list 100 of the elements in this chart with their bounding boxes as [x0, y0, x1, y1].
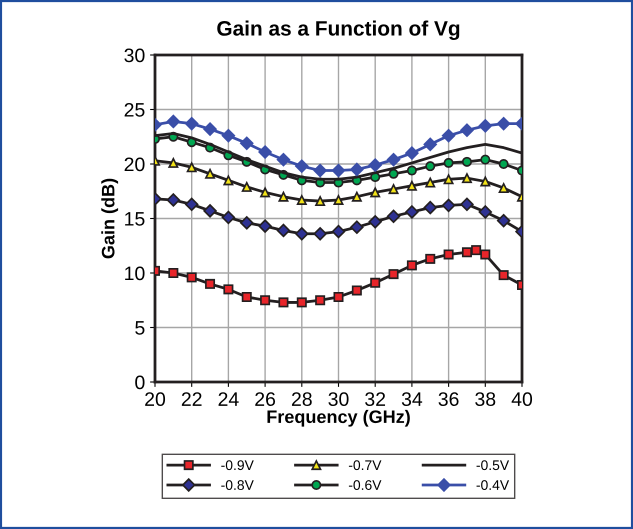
point — [334, 194, 344, 205]
point — [223, 284, 234, 294]
x-tick-label: 38 — [475, 392, 496, 406]
point — [405, 146, 419, 160]
point — [278, 192, 288, 202]
point — [240, 136, 254, 150]
y-tick-label: 30 — [124, 48, 145, 62]
x-tick-label: 24 — [218, 392, 239, 406]
point — [406, 260, 417, 270]
point — [258, 219, 272, 233]
chart-title: Gain as a Function of Vg — [217, 20, 460, 40]
point — [205, 278, 216, 289]
point — [462, 156, 472, 167]
point — [368, 215, 382, 228]
point — [442, 198, 456, 212]
point — [295, 227, 309, 240]
point — [296, 194, 307, 205]
legend-label: -0.8V — [221, 480, 254, 490]
x-tick-label: 40 — [512, 392, 532, 406]
point — [203, 204, 217, 218]
y-axis-title: Gain (dB) — [101, 178, 118, 258]
point — [444, 158, 454, 168]
x-tick-label: 34 — [402, 392, 422, 406]
legend-label: -0.5V — [476, 460, 510, 470]
point — [480, 176, 490, 186]
point — [496, 214, 510, 228]
point — [315, 295, 326, 306]
point — [444, 249, 454, 260]
point — [370, 187, 380, 198]
point — [258, 145, 272, 159]
point — [460, 198, 474, 212]
point — [184, 198, 198, 212]
point — [222, 128, 236, 142]
point — [334, 292, 344, 302]
point — [313, 164, 327, 178]
legend-label: -0.6V — [348, 480, 382, 490]
point — [386, 152, 400, 166]
point — [168, 158, 178, 168]
point — [424, 138, 437, 152]
point — [242, 182, 252, 192]
point — [386, 210, 400, 224]
x-tick-label: 32 — [365, 392, 386, 406]
point — [278, 297, 288, 308]
point — [166, 114, 180, 128]
point — [471, 245, 482, 256]
x-tick-label: 30 — [328, 392, 349, 406]
point — [405, 205, 419, 219]
point — [352, 285, 362, 296]
y-tick-label: 25 — [124, 102, 144, 117]
point — [368, 158, 382, 172]
point — [478, 119, 492, 133]
point — [260, 187, 270, 198]
point — [498, 270, 509, 280]
point — [313, 227, 327, 240]
point — [350, 220, 364, 234]
x-tick-label: 28 — [292, 392, 312, 406]
point — [296, 297, 307, 308]
point — [332, 224, 346, 238]
point — [478, 205, 492, 219]
y-tick-label: 10 — [125, 266, 145, 280]
legend-label: -0.7V — [348, 460, 382, 470]
point — [442, 128, 456, 142]
point — [480, 249, 490, 260]
x-axis-title: Frequency (GHz) — [267, 410, 410, 427]
point — [240, 216, 254, 230]
point — [166, 193, 180, 207]
point — [242, 292, 252, 302]
point — [498, 159, 509, 169]
point — [276, 224, 290, 238]
point — [496, 116, 510, 130]
x-tick-label: 20 — [145, 392, 166, 406]
x-tick-label: 26 — [255, 392, 276, 406]
point — [462, 173, 472, 184]
point — [498, 182, 509, 193]
point — [276, 152, 290, 166]
point — [388, 269, 399, 280]
point — [388, 168, 399, 179]
y-tick-label: 0 — [135, 375, 145, 390]
x-tick-label: 22 — [182, 392, 202, 406]
point — [425, 161, 436, 172]
point — [186, 162, 197, 172]
point — [222, 210, 236, 224]
point — [424, 200, 437, 214]
y-tick-label: 20 — [124, 157, 145, 172]
y-tick-label: 5 — [135, 321, 144, 335]
point — [352, 192, 362, 202]
point — [223, 175, 234, 186]
point — [203, 122, 217, 136]
point — [184, 116, 198, 130]
point — [350, 162, 364, 176]
x-tick-label: 36 — [438, 392, 459, 406]
point — [462, 247, 472, 258]
point — [370, 278, 380, 288]
legend-label: -0.9V — [221, 460, 254, 470]
point — [260, 295, 270, 306]
point — [406, 166, 417, 176]
point — [425, 254, 436, 264]
point — [168, 268, 178, 278]
point — [295, 159, 309, 173]
point — [425, 178, 436, 188]
